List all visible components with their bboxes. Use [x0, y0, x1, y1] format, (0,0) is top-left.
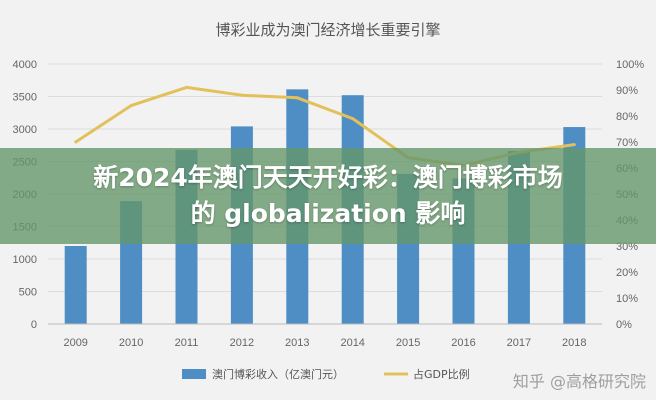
x-axis: 2009 2010 2011 2012 2013 2014 2015 2016 2017 2018	[48, 323, 602, 349]
y-left-tick-label: 4000	[13, 59, 37, 71]
y-left-tick-label: 0	[31, 319, 37, 331]
legend-label-line: 占GDP比例	[413, 367, 470, 381]
y-right-tick-label: 90%	[616, 85, 638, 97]
line-point	[129, 104, 133, 108]
line-point	[351, 117, 355, 121]
y-right-tick-label: 80%	[616, 111, 638, 123]
x-tick-label: 2015	[396, 337, 420, 349]
headline-line-2: 的 globalization 影响	[190, 199, 466, 228]
line-point	[240, 93, 244, 97]
legend-label-bar: 澳门博彩收入（亿澳门元）	[212, 367, 344, 381]
y-right-tick-label: 10%	[616, 293, 638, 305]
x-tick-label: 2017	[507, 337, 531, 349]
line-point	[295, 96, 299, 100]
watermark: 知乎 @高格研究院	[512, 372, 646, 391]
y-right-tick-label: 30%	[616, 241, 638, 253]
line-point	[74, 140, 78, 144]
headline-line-1: 新2024年澳门天天开好彩：澳门博彩市场	[93, 163, 563, 192]
x-tick-label: 2009	[63, 337, 87, 349]
y-left-tick-label: 1000	[13, 254, 37, 266]
x-tick-label: 2012	[230, 337, 254, 349]
y-right-tick-label: 70%	[616, 137, 638, 149]
x-tick-label: 2014	[340, 337, 364, 349]
legend: 澳门博彩收入（亿澳门元） 占GDP比例	[182, 367, 470, 381]
y-right-tick-label: 100%	[616, 59, 644, 71]
x-tick-label: 2018	[562, 337, 586, 349]
x-tick-label: 2013	[285, 337, 309, 349]
y-left-tick-label: 3000	[13, 124, 37, 136]
y-left-tick-label: 3500	[13, 92, 37, 104]
line-point	[572, 143, 576, 147]
headline: 新2024年澳门天天开好彩：澳门博彩市场 的 globalization 影响	[0, 160, 656, 232]
x-tick-label: 2010	[119, 337, 143, 349]
chart-title: 博彩业成为澳门经济增长重要引擎	[215, 21, 440, 39]
x-tick-label: 2011	[175, 337, 199, 349]
bar	[64, 246, 87, 324]
y-right-tick-label: 20%	[616, 267, 638, 279]
y-left-tick-label: 500	[19, 287, 37, 299]
legend-swatch-bar	[182, 369, 206, 379]
y-right-tick-label: 0%	[616, 319, 632, 331]
headline-banner	[0, 148, 656, 244]
x-tick-label: 2016	[451, 337, 475, 349]
line-point	[185, 85, 188, 89]
